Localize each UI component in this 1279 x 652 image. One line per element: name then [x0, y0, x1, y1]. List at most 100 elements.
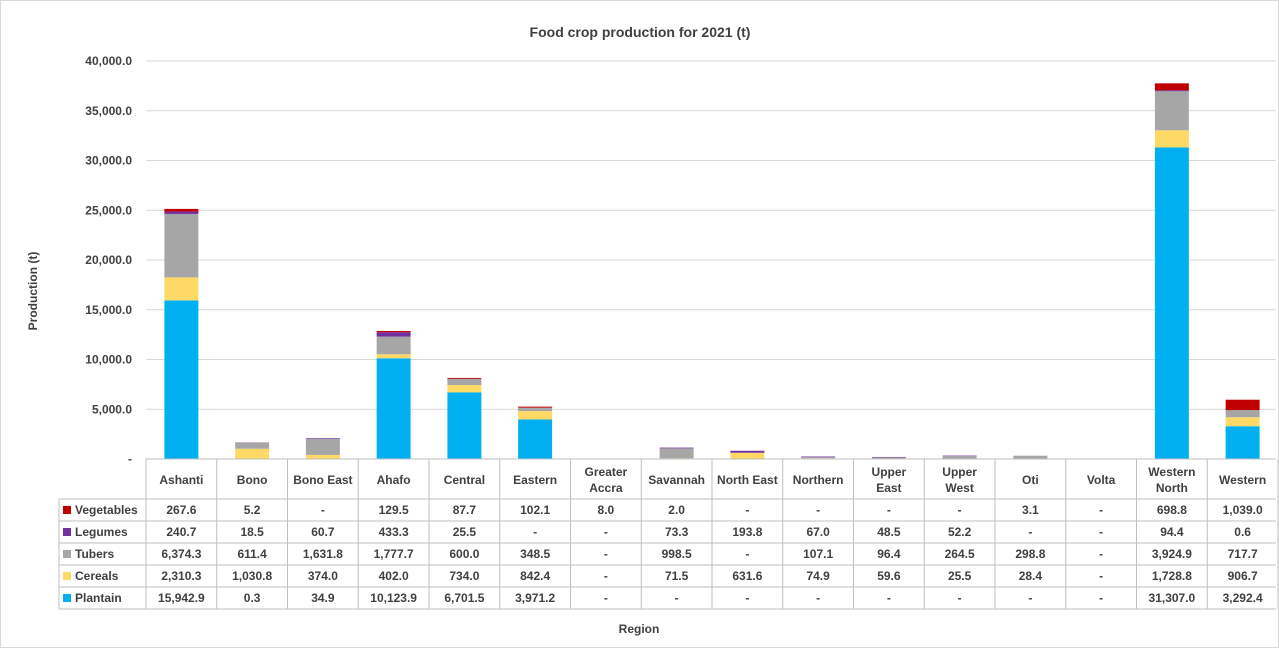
bar-legumes-upper-west [943, 456, 977, 457]
data-label: 74.9 [806, 569, 830, 583]
data-label: 1,777.7 [374, 547, 414, 561]
bar-cereals-central [447, 385, 481, 392]
data-label: 94.4 [1160, 525, 1184, 539]
data-label: 129.5 [379, 503, 409, 517]
data-label: 25.5 [948, 569, 972, 583]
bar-cereals-ahafo [377, 354, 411, 358]
data-label: 1,039.0 [1223, 503, 1263, 517]
bar-tubers-central [447, 379, 481, 385]
bar-legumes-western-north [1155, 90, 1189, 91]
data-label: - [1099, 503, 1103, 517]
data-label: - [533, 525, 537, 539]
data-label: - [321, 503, 325, 517]
data-label: - [745, 547, 749, 561]
data-label: 34.9 [311, 591, 335, 605]
bar-tubers-western-north [1155, 91, 1189, 130]
data-label: 1,030.8 [232, 569, 272, 583]
data-label: - [745, 503, 749, 517]
category-label: North East [717, 473, 778, 487]
data-label: - [604, 591, 608, 605]
data-label: 264.5 [945, 547, 975, 561]
data-label: - [604, 547, 608, 561]
data-label: - [1099, 591, 1103, 605]
data-label: - [887, 503, 891, 517]
data-label: - [604, 569, 608, 583]
y-tick-label: 30,000.0 [85, 154, 132, 168]
bar-cereals-eastern [518, 411, 552, 419]
data-label: - [675, 591, 679, 605]
legend-swatch-legumes [63, 528, 71, 536]
y-tick-label: 40,000.0 [85, 54, 132, 68]
bar-tubers-eastern [518, 408, 552, 411]
data-label: 298.8 [1015, 547, 1045, 561]
data-label: 25.5 [453, 525, 477, 539]
data-label: 3,924.9 [1152, 547, 1192, 561]
data-label: 1,728.8 [1152, 569, 1192, 583]
category-label: Bono East [293, 473, 352, 487]
legend-label-plantain: Plantain [75, 591, 122, 605]
legend-label-tubers: Tubers [75, 547, 114, 561]
bar-legumes-north-east [730, 451, 764, 453]
data-label: 71.5 [665, 569, 689, 583]
bar-vegetables-central [447, 378, 481, 379]
data-label: 59.6 [877, 569, 901, 583]
bar-legumes-savannah [660, 448, 694, 449]
bar-tubers-savannah [660, 448, 694, 458]
category-label: Volta [1087, 473, 1116, 487]
y-tick-label: 15,000.0 [85, 303, 132, 317]
bar-vegetables-eastern [518, 407, 552, 408]
bar-plantain-ahafo [377, 358, 411, 459]
data-label: 402.0 [379, 569, 409, 583]
data-label: 48.5 [877, 525, 901, 539]
category-label: Central [444, 473, 485, 487]
data-label: 0.6 [1234, 525, 1251, 539]
y-axis-title: Production (t) [26, 252, 40, 331]
data-label: 1,631.8 [303, 547, 343, 561]
data-label: - [816, 503, 820, 517]
data-label: - [1028, 525, 1032, 539]
data-label: 102.1 [520, 503, 550, 517]
bar-cereals-north-east [730, 453, 764, 459]
data-label: 96.4 [877, 547, 901, 561]
data-label: 3,292.4 [1223, 591, 1263, 605]
data-label: 28.4 [1019, 569, 1043, 583]
bar-vegetables-ahafo [377, 331, 411, 332]
bar-legumes-bono-east [306, 438, 340, 439]
bar-tubers-bono-east [306, 439, 340, 455]
bar-plantain-western-north [1155, 147, 1189, 459]
bar-cereals-western [1226, 417, 1260, 426]
legend-label-cereals: Cereals [75, 569, 119, 583]
legend-swatch-plantain [63, 594, 71, 602]
bar-plantain-central [447, 392, 481, 459]
data-label: 15,942.9 [158, 591, 205, 605]
bars [164, 83, 1259, 459]
category-label: Oti [1022, 473, 1039, 487]
data-label: - [958, 591, 962, 605]
data-label: 18.5 [240, 525, 264, 539]
legend-label-vegetables: Vegetables [75, 503, 138, 517]
data-label: 73.3 [665, 525, 689, 539]
bar-tubers-upper-east [872, 457, 906, 458]
y-tick-label: 35,000.0 [85, 104, 132, 118]
data-label: - [1099, 569, 1103, 583]
bar-tubers-ahafo [377, 337, 411, 355]
data-label: 0.3 [244, 591, 261, 605]
data-label: 10,123.9 [370, 591, 417, 605]
bar-cereals-ashanti [164, 277, 198, 300]
data-label: 60.7 [311, 525, 335, 539]
data-label: 348.5 [520, 547, 550, 561]
category-label: Ahafo [377, 473, 411, 487]
data-label: - [958, 503, 962, 517]
data-label: 3.1 [1022, 503, 1039, 517]
bar-legumes-northern [801, 457, 835, 458]
data-label: 87.7 [453, 503, 477, 517]
data-label: - [1099, 547, 1103, 561]
bar-vegetables-ashanti [164, 209, 198, 212]
data-label: 998.5 [662, 547, 692, 561]
category-label: Savannah [648, 473, 705, 487]
data-label: 31,307.0 [1149, 591, 1196, 605]
data-label: - [887, 591, 891, 605]
